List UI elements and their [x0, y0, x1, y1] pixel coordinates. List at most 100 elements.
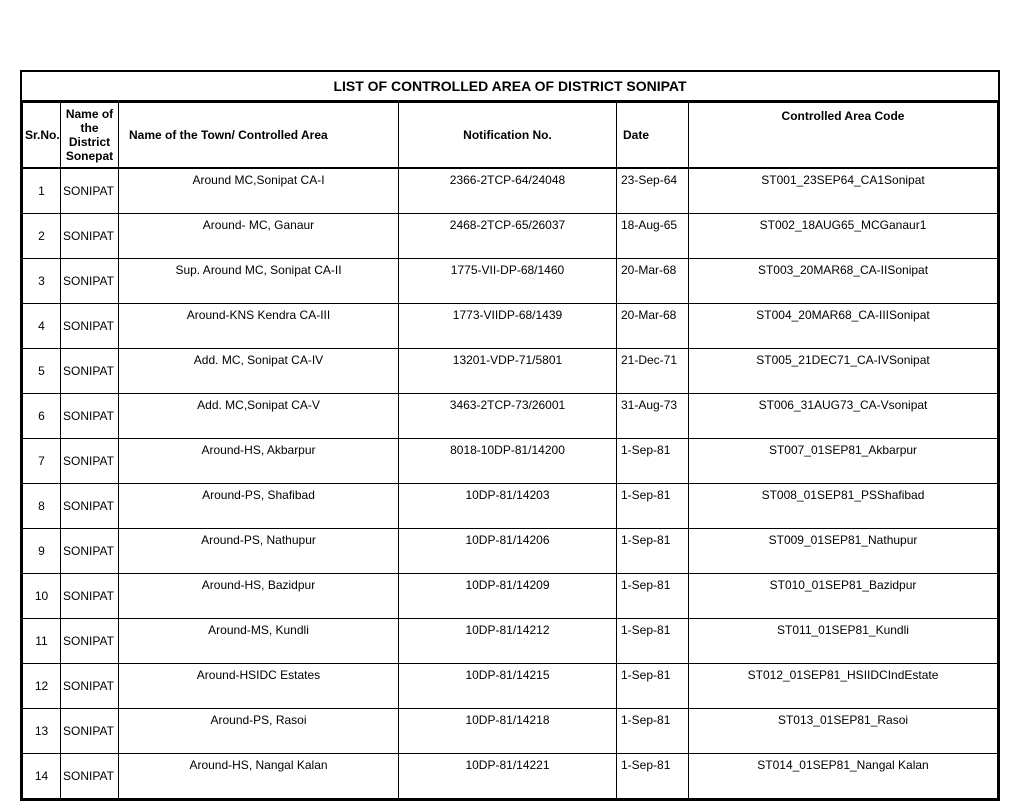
cell-code: ST003_20MAR68_CA-IISonipat: [689, 258, 998, 303]
cell-district: SONIPAT: [61, 483, 119, 528]
cell-date: 20-Mar-68: [617, 258, 689, 303]
cell-srno: 9: [23, 528, 61, 573]
cell-district: SONIPAT: [61, 258, 119, 303]
table-row: 9SONIPATAround-PS, Nathupur10DP-81/14206…: [23, 528, 998, 573]
cell-area: Around-KNS Kendra CA-III: [119, 303, 399, 348]
cell-area: Around-HS, Nangal Kalan: [119, 753, 399, 798]
cell-notif: 1775-VII-DP-68/1460: [399, 258, 617, 303]
table-row: 7SONIPATAround-HS, Akbarpur8018-10DP-81/…: [23, 438, 998, 483]
cell-district: SONIPAT: [61, 663, 119, 708]
cell-srno: 11: [23, 618, 61, 663]
cell-code: ST013_01SEP81_Rasoi: [689, 708, 998, 753]
table-row: 14SONIPATAround-HS, Nangal Kalan10DP-81/…: [23, 753, 998, 798]
table-row: 6SONIPATAdd. MC,Sonipat CA-V3463-2TCP-73…: [23, 393, 998, 438]
cell-date: 18-Aug-65: [617, 213, 689, 258]
cell-area: Around- MC, Ganaur: [119, 213, 399, 258]
cell-area: Around-HS, Akbarpur: [119, 438, 399, 483]
cell-notif: 10DP-81/14206: [399, 528, 617, 573]
cell-code: ST012_01SEP81_HSIIDCIndEstate: [689, 663, 998, 708]
cell-date: 1-Sep-81: [617, 483, 689, 528]
table-row: 13SONIPATAround-PS, Rasoi10DP-81/142181-…: [23, 708, 998, 753]
cell-srno: 12: [23, 663, 61, 708]
col-header-code: Controlled Area Code: [689, 103, 998, 169]
col-header-srno: Sr.No.: [23, 103, 61, 169]
col-header-area: Name of the Town/ Controlled Area: [119, 103, 399, 169]
cell-district: SONIPAT: [61, 528, 119, 573]
cell-code: ST005_21DEC71_CA-IVSonipat: [689, 348, 998, 393]
cell-notif: 10DP-81/14221: [399, 753, 617, 798]
cell-notif: 10DP-81/14209: [399, 573, 617, 618]
table-header-row: Sr.No. Name of the District Sonepat Name…: [23, 103, 998, 169]
data-table: Sr.No. Name of the District Sonepat Name…: [22, 102, 998, 799]
cell-date: 1-Sep-81: [617, 753, 689, 798]
cell-notif: 3463-2TCP-73/26001: [399, 393, 617, 438]
cell-area: Around-HS, Bazidpur: [119, 573, 399, 618]
cell-srno: 5: [23, 348, 61, 393]
cell-date: 31-Aug-73: [617, 393, 689, 438]
table-row: 8SONIPATAround-PS, Shafibad10DP-81/14203…: [23, 483, 998, 528]
cell-date: 21-Dec-71: [617, 348, 689, 393]
page-title: LIST OF CONTROLLED AREA OF DISTRICT SONI…: [22, 72, 998, 102]
cell-date: 20-Mar-68: [617, 303, 689, 348]
cell-date: 1-Sep-81: [617, 528, 689, 573]
cell-date: 1-Sep-81: [617, 663, 689, 708]
cell-district: SONIPAT: [61, 438, 119, 483]
cell-srno: 6: [23, 393, 61, 438]
cell-srno: 4: [23, 303, 61, 348]
cell-area: Around-PS, Shafibad: [119, 483, 399, 528]
cell-code: ST009_01SEP81_Nathupur: [689, 528, 998, 573]
table-row: 4SONIPATAround-KNS Kendra CA-III1773-VII…: [23, 303, 998, 348]
table-row: 1SONIPATAround MC,Sonipat CA-I2366-2TCP-…: [23, 168, 998, 213]
cell-srno: 13: [23, 708, 61, 753]
cell-area: Around MC,Sonipat CA-I: [119, 168, 399, 213]
cell-notif: 13201-VDP-71/5801: [399, 348, 617, 393]
cell-notif: 10DP-81/14215: [399, 663, 617, 708]
cell-code: ST006_31AUG73_CA-Vsonipat: [689, 393, 998, 438]
cell-notif: 2468-2TCP-65/26037: [399, 213, 617, 258]
cell-notif: 10DP-81/14218: [399, 708, 617, 753]
cell-district: SONIPAT: [61, 303, 119, 348]
col-header-district: Name of the District Sonepat: [61, 103, 119, 169]
cell-district: SONIPAT: [61, 618, 119, 663]
cell-srno: 7: [23, 438, 61, 483]
cell-notif: 8018-10DP-81/14200: [399, 438, 617, 483]
table-row: 5SONIPATAdd. MC, Sonipat CA-IV13201-VDP-…: [23, 348, 998, 393]
cell-area: Add. MC,Sonipat CA-V: [119, 393, 399, 438]
cell-code: ST007_01SEP81_Akbarpur: [689, 438, 998, 483]
col-header-date: Date: [617, 103, 689, 169]
cell-area: Add. MC, Sonipat CA-IV: [119, 348, 399, 393]
cell-code: ST002_18AUG65_MCGanaur1: [689, 213, 998, 258]
cell-date: 23-Sep-64: [617, 168, 689, 213]
table-row: 3SONIPATSup. Around MC, Sonipat CA-II177…: [23, 258, 998, 303]
cell-notif: 1773-VIIDP-68/1439: [399, 303, 617, 348]
cell-district: SONIPAT: [61, 753, 119, 798]
cell-area: Sup. Around MC, Sonipat CA-II: [119, 258, 399, 303]
table-row: 2SONIPATAround- MC, Ganaur2468-2TCP-65/2…: [23, 213, 998, 258]
cell-district: SONIPAT: [61, 213, 119, 258]
col-header-notif: Notification No.: [399, 103, 617, 169]
cell-srno: 2: [23, 213, 61, 258]
cell-notif: 10DP-81/14212: [399, 618, 617, 663]
cell-code: ST014_01SEP81_Nangal Kalan: [689, 753, 998, 798]
cell-code: ST004_20MAR68_CA-IIISonipat: [689, 303, 998, 348]
cell-srno: 1: [23, 168, 61, 213]
cell-area: Around-MS, Kundli: [119, 618, 399, 663]
cell-srno: 8: [23, 483, 61, 528]
table-row: 12SONIPATAround-HSIDC Estates10DP-81/142…: [23, 663, 998, 708]
table-container: LIST OF CONTROLLED AREA OF DISTRICT SONI…: [20, 70, 1000, 801]
cell-code: ST001_23SEP64_CA1Sonipat: [689, 168, 998, 213]
cell-srno: 3: [23, 258, 61, 303]
cell-srno: 10: [23, 573, 61, 618]
cell-area: Around-HSIDC Estates: [119, 663, 399, 708]
cell-notif: 2366-2TCP-64/24048: [399, 168, 617, 213]
cell-district: SONIPAT: [61, 348, 119, 393]
cell-srno: 14: [23, 753, 61, 798]
cell-area: Around-PS, Rasoi: [119, 708, 399, 753]
cell-date: 1-Sep-81: [617, 573, 689, 618]
cell-area: Around-PS, Nathupur: [119, 528, 399, 573]
cell-date: 1-Sep-81: [617, 708, 689, 753]
cell-district: SONIPAT: [61, 168, 119, 213]
cell-notif: 10DP-81/14203: [399, 483, 617, 528]
cell-code: ST010_01SEP81_Bazidpur: [689, 573, 998, 618]
cell-date: 1-Sep-81: [617, 438, 689, 483]
